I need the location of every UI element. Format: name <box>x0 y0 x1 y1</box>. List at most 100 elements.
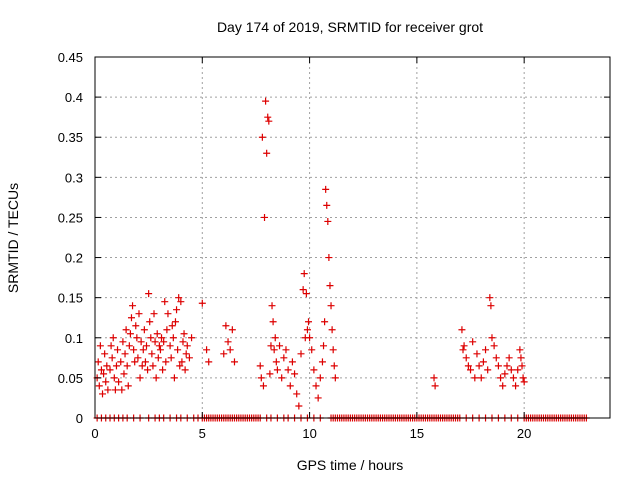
y-tick-label: 0.45 <box>58 50 83 65</box>
data-point <box>291 370 299 378</box>
y-tick-label: 0.2 <box>65 251 83 266</box>
data-point <box>139 346 147 354</box>
data-point <box>104 386 112 394</box>
data-point <box>263 149 271 157</box>
y-tick-label: 0.3 <box>65 170 83 185</box>
data-point <box>173 306 181 314</box>
y-tick-label: 0.05 <box>58 371 83 386</box>
data-point <box>460 342 468 350</box>
data-point <box>182 350 190 358</box>
data-point <box>152 374 160 382</box>
data-point <box>308 346 316 354</box>
data-point <box>475 362 483 370</box>
data-point <box>174 346 182 354</box>
data-point <box>178 358 186 366</box>
data-point <box>198 299 206 307</box>
data-point <box>95 382 103 390</box>
data-point <box>262 97 270 105</box>
data-point <box>503 362 511 370</box>
x-tick-label: 0 <box>91 426 98 441</box>
data-point <box>137 338 145 346</box>
data-point <box>180 330 188 338</box>
data-point <box>519 374 527 382</box>
data-point <box>94 358 102 366</box>
data-point <box>310 366 318 374</box>
data-point <box>471 374 479 382</box>
data-point <box>320 342 328 350</box>
y-tick-label: 0.35 <box>58 130 83 145</box>
data-point <box>329 346 337 354</box>
data-point <box>132 322 140 330</box>
data-point <box>321 318 329 326</box>
data-point <box>464 362 472 370</box>
data-point <box>300 270 308 278</box>
data-point <box>155 342 163 350</box>
data-point <box>331 374 339 382</box>
data-point <box>494 362 502 370</box>
data-point <box>497 374 505 382</box>
data-point <box>518 362 526 370</box>
data-point <box>512 382 520 390</box>
data-point <box>273 366 281 374</box>
data-point <box>136 374 144 382</box>
data-point <box>517 354 525 362</box>
data-point <box>259 382 267 390</box>
data-point <box>183 342 191 350</box>
data-point <box>103 362 111 370</box>
grid <box>94 56 610 419</box>
data-point <box>261 213 269 221</box>
data-point <box>220 350 228 358</box>
x-tick-label: 10 <box>302 426 316 441</box>
data-point <box>146 318 154 326</box>
data-point <box>170 374 178 382</box>
data-point <box>228 326 236 334</box>
data-point <box>224 338 232 346</box>
data-point <box>323 201 331 209</box>
data-point <box>486 294 494 302</box>
data-point <box>167 354 175 362</box>
data-point <box>161 298 169 306</box>
data-point <box>257 374 265 382</box>
data-point <box>102 378 110 386</box>
data-point <box>114 346 122 354</box>
data-point <box>284 366 292 374</box>
data-point <box>177 298 185 306</box>
data-point <box>118 386 126 394</box>
data-point <box>145 290 153 298</box>
data-point <box>148 350 156 358</box>
data-point <box>171 318 179 326</box>
data-point <box>168 322 176 330</box>
data-point <box>286 382 294 390</box>
data-point <box>100 370 108 378</box>
data-point <box>505 354 513 362</box>
data-point <box>458 326 466 334</box>
data-point <box>330 362 338 370</box>
data-point <box>282 346 290 354</box>
data-point <box>312 382 320 390</box>
data-point <box>141 358 149 366</box>
data-point <box>120 370 128 378</box>
y-tick-label: 0 <box>76 411 83 426</box>
y-tick-label: 0.15 <box>58 291 83 306</box>
data-point <box>484 366 492 374</box>
data-point <box>115 378 123 386</box>
data-point <box>303 326 311 334</box>
data-point <box>135 310 143 318</box>
data-point <box>108 354 116 362</box>
data-point <box>153 330 161 338</box>
data-point <box>297 350 305 358</box>
data-point <box>144 366 152 374</box>
data-point <box>151 338 159 346</box>
data-point <box>482 346 490 354</box>
data-point <box>138 362 146 370</box>
data-point <box>134 354 142 362</box>
axis-ticks: 0 5 10 15 20 0 0.05 0.1 0.15 0.2 0.25 0.3 0.35 0.4 0.4… <box>58 50 610 441</box>
data-point <box>126 330 134 338</box>
data-point <box>278 374 286 382</box>
data-point <box>106 366 114 374</box>
data-point <box>205 358 213 366</box>
data-point <box>162 358 170 366</box>
data-point <box>131 358 139 366</box>
